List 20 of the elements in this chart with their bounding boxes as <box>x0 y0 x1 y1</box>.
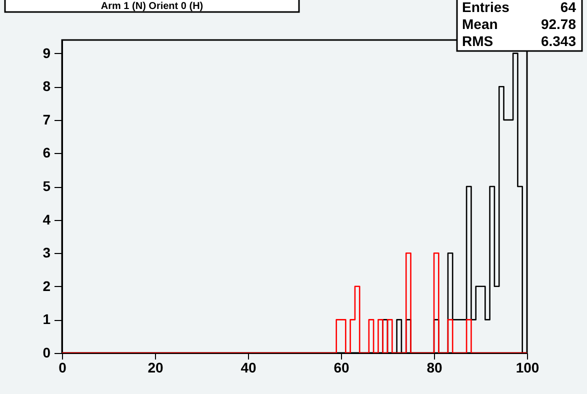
x-tick-label: 40 <box>240 360 256 376</box>
x-tick-label: 20 <box>148 360 164 376</box>
y-tick-label: 5 <box>42 178 51 194</box>
text: RMS 6.343 <box>462 33 576 49</box>
x-tick-label: 80 <box>426 360 442 376</box>
y-tick-label: 7 <box>42 111 51 128</box>
y-tick-label: 0 <box>42 344 51 360</box>
x-tick-label: 0 <box>58 360 67 376</box>
x-tick-label: 100 <box>516 360 540 376</box>
text: Entries 64 <box>462 0 576 15</box>
y-tick-label: 2 <box>42 278 51 294</box>
chart-title: Arm 1 (N) Orient 0 (H) <box>100 1 204 12</box>
y-tick-label: 8 <box>42 78 51 94</box>
y-tick-label: 4 <box>42 211 51 228</box>
y-tick-label: 1 <box>42 311 51 328</box>
x-tick-label: 60 <box>334 360 350 376</box>
y-tick-label: 9 <box>42 44 51 61</box>
y-tick-label: 3 <box>42 244 51 261</box>
text: Mean 92.78 <box>462 16 576 32</box>
y-tick-label: 6 <box>42 144 51 161</box>
